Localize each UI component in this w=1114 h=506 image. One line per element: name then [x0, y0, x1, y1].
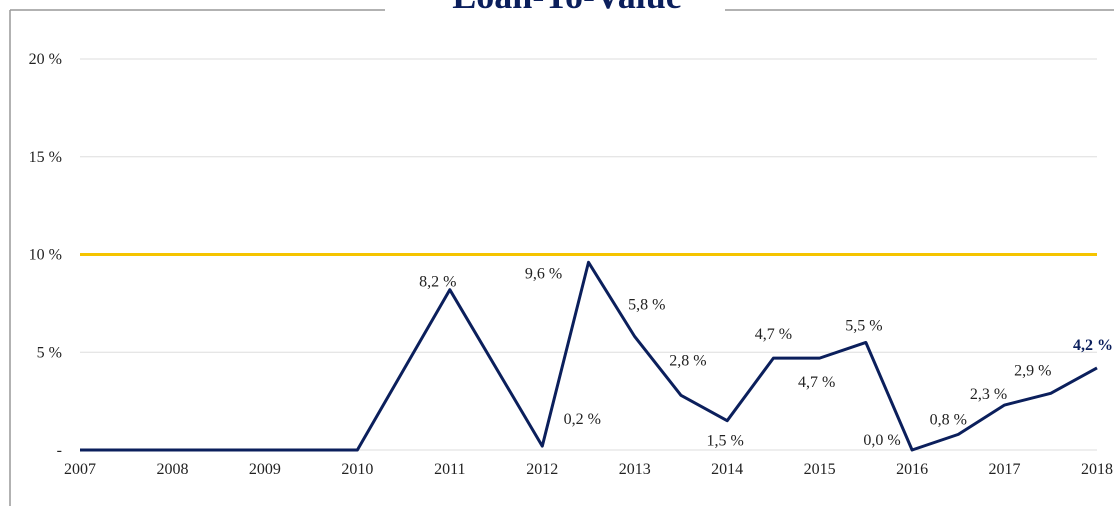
x-tick-label: 2009	[249, 461, 281, 478]
data-label: 8,2 %	[419, 274, 456, 291]
data-label: 9,6 %	[525, 265, 562, 282]
y-tick-label: -	[57, 442, 62, 459]
x-tick-label: 2013	[619, 461, 651, 478]
data-label: 1,5 %	[707, 433, 744, 450]
data-label: 4,7 %	[755, 326, 792, 343]
x-tick-label: 2010	[341, 461, 373, 478]
data-label: 0,8 %	[930, 411, 967, 428]
line	[80, 260, 1098, 452]
x-tick-label: 2017	[989, 461, 1021, 478]
y-tick-label: 5 %	[37, 344, 62, 361]
x-tick-label: 2007	[64, 461, 96, 478]
x-tick-label: 2016	[896, 461, 928, 478]
data-label: 0,2 %	[564, 411, 601, 428]
data-label: 4,2 %	[1073, 337, 1113, 354]
x-tick-label: 2018	[1081, 461, 1113, 478]
y-tick-label: 15 %	[29, 149, 62, 166]
data-label: 2,9 %	[1014, 362, 1051, 379]
y-tick-label: 10 %	[29, 247, 62, 264]
x-tick-label: 2015	[804, 461, 836, 478]
x-tick-label: 2014	[711, 461, 743, 478]
data-label: 2,8 %	[669, 352, 706, 369]
x-tick-label: 2008	[156, 461, 188, 478]
data-label: 5,5 %	[845, 317, 882, 334]
chart-title: Loan-To-Value	[452, 0, 681, 16]
x-tick-label: 2011	[434, 461, 465, 478]
data-label: 5,8 %	[628, 297, 665, 314]
data-label: 4,7 %	[798, 374, 835, 391]
data-label: 2,3 %	[970, 386, 1007, 403]
x-tick-label: 2012	[526, 461, 558, 478]
data-label: 0,0 %	[863, 432, 900, 449]
y-tick-label: 20 %	[29, 51, 62, 68]
